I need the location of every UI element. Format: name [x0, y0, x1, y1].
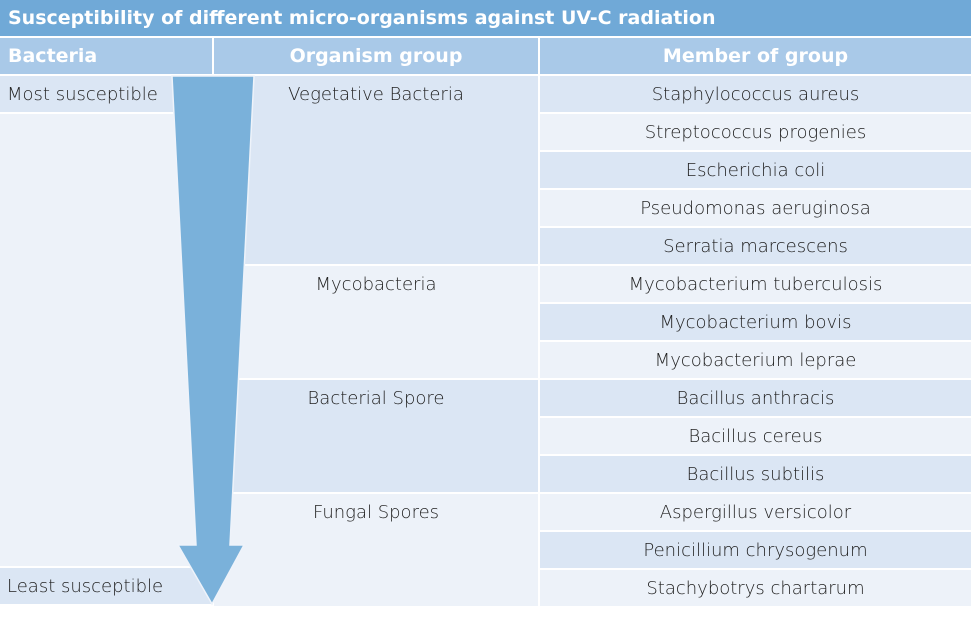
member-cell: Mycobacterium bovis: [540, 304, 971, 340]
header-organism-group: Organism group: [214, 38, 538, 74]
header-member-of-group: Member of group: [540, 38, 971, 74]
member-cell: Mycobacterium leprae: [540, 342, 971, 378]
member-cell: Mycobacterium tuberculosis: [540, 266, 971, 302]
member-cell: Pseudomonas aeruginosa: [540, 190, 971, 226]
organism-group-cell: Bacterial Spore: [214, 380, 538, 492]
member-cell: Serratia marcescens: [540, 228, 971, 264]
member-cell: Streptococcus progenies: [540, 114, 971, 150]
organism-group-cell: Vegetative Bacteria: [214, 76, 538, 264]
member-cell: Bacillus cereus: [540, 418, 971, 454]
member-cell: Staphylococcus aureus: [540, 76, 971, 112]
header-bacteria: Bacteria: [0, 38, 212, 74]
organism-group-cell: Fungal Spores: [214, 494, 538, 606]
organism-group-cell: Mycobacteria: [214, 266, 538, 378]
member-cell: Stachybotrys chartarum: [540, 570, 971, 606]
member-cell: Aspergillus versicolor: [540, 494, 971, 530]
member-cell: Escherichia coli: [540, 152, 971, 188]
bacteria-spacer: [0, 114, 212, 566]
member-cell: Penicillium chrysogenum: [540, 532, 971, 568]
least-susceptible-label: Least susceptible: [0, 568, 212, 604]
table-title: Susceptibility of different micro-organi…: [0, 0, 971, 36]
member-cell: Bacillus anthracis: [540, 380, 971, 416]
member-cell: Bacillus subtilis: [540, 456, 971, 492]
